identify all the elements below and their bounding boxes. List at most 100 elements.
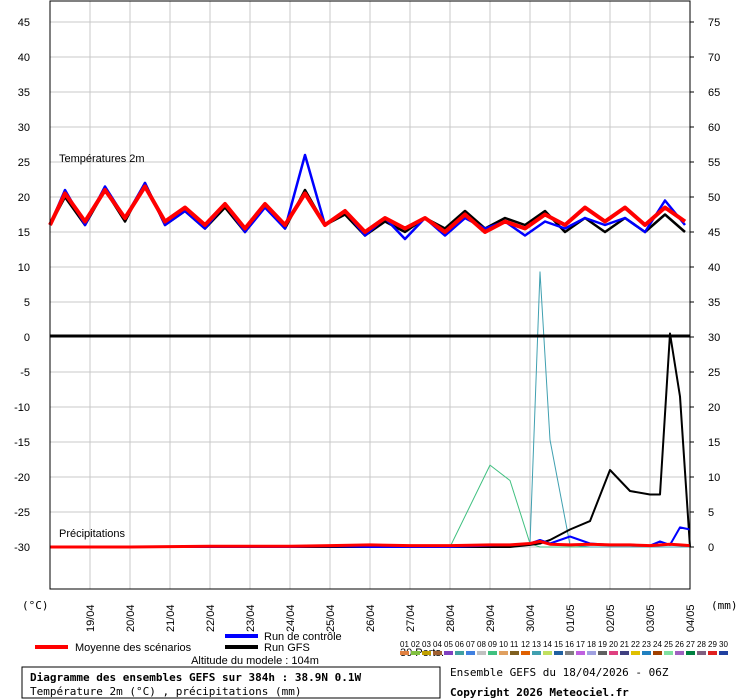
legend-swatch	[642, 651, 651, 655]
legend-label: 05	[444, 640, 453, 649]
legend-swatch	[466, 651, 475, 655]
legend-label: 12	[521, 640, 530, 649]
y2-tick-label: 40	[708, 262, 720, 274]
legend-label: 10	[499, 640, 508, 649]
legend-label: 26	[675, 640, 684, 649]
y-tick-label: 45	[18, 17, 30, 29]
legend-label: 06	[455, 640, 464, 649]
legend-swatch	[664, 651, 673, 655]
legend-swatch	[422, 651, 431, 655]
y2-tick-label: 20	[708, 402, 720, 414]
legend-swatch	[598, 651, 607, 655]
x-tick-label: 26/04	[365, 604, 377, 632]
x-tick-label: 24/04	[285, 604, 297, 632]
y2-tick-label: 50	[708, 192, 720, 204]
legend-label: 11	[510, 640, 519, 649]
legend-label: 22	[631, 640, 640, 649]
y2-tick-label: 30	[708, 332, 720, 344]
x-tick-label: 25/04	[325, 604, 337, 632]
x-tick-label: 01/05	[565, 604, 577, 632]
legend-label: 21	[620, 640, 629, 649]
y-tick-label: 5	[24, 297, 30, 309]
y-tick-label: -5	[20, 367, 30, 379]
legend-swatch	[411, 651, 420, 655]
x-tick-label: 28/04	[445, 604, 457, 632]
legend-label: 18	[587, 640, 596, 649]
y-tick-label: 40	[18, 52, 30, 64]
legend-swatch	[532, 651, 541, 655]
legend-label: 29	[708, 640, 717, 649]
y2-tick-label: 0	[708, 542, 714, 554]
y-tick-label: 35	[18, 87, 30, 99]
y2-tick-label: 55	[708, 157, 720, 169]
y2-tick-label: 10	[708, 472, 720, 484]
y2-tick-label: 75	[708, 17, 720, 29]
y2-tick-label: 60	[708, 122, 720, 134]
y-tick-label: 10	[18, 262, 30, 274]
y2-axis-label: (mm)	[711, 599, 738, 612]
legend-swatch	[400, 651, 409, 655]
legend-swatch	[686, 651, 695, 655]
legend-label: 27	[686, 640, 695, 649]
legend-label: Moyenne des scénarios	[75, 642, 192, 654]
y2-tick-label: 45	[708, 227, 720, 239]
series-line	[48, 184, 687, 234]
x-tick-label: 03/05	[645, 604, 657, 632]
legend-label: 07	[466, 640, 475, 649]
legend-label: 03	[422, 640, 431, 649]
y-tick-label: 25	[18, 157, 30, 169]
legend-swatch	[521, 651, 530, 655]
panel-title: Précipitations	[59, 528, 126, 540]
x-tick-label: 20/04	[125, 604, 137, 632]
y-tick-label: -25	[14, 507, 30, 519]
legend-label: 25	[664, 640, 673, 649]
legend-swatch	[719, 651, 728, 655]
y2-tick-label: 70	[708, 52, 720, 64]
legend-label: 08	[477, 640, 486, 649]
x-tick-label: 02/05	[605, 604, 617, 632]
legend-swatch	[587, 651, 596, 655]
y-tick-label: 0	[24, 332, 30, 344]
legend-swatch	[499, 651, 508, 655]
x-tick-label: 30/04	[525, 604, 537, 632]
legend-swatch	[543, 651, 552, 655]
legend-label: 23	[642, 640, 651, 649]
legend-swatch	[433, 651, 442, 655]
legend-swatch	[477, 651, 486, 655]
y2-tick-label: 25	[708, 367, 720, 379]
x-tick-label: 29/04	[485, 604, 497, 632]
legend-label: 20	[609, 640, 618, 649]
panel-title: Températures 2m	[59, 153, 145, 165]
y-tick-label: 15	[18, 227, 30, 239]
legend-swatch	[554, 651, 563, 655]
y-tick-label: -30	[14, 542, 30, 554]
legend-label: Run de contrôle	[264, 631, 342, 643]
x-tick-label: 19/04	[85, 604, 97, 632]
legend-label: 19	[598, 640, 607, 649]
footer-title: Diagramme des ensembles GEFS sur 384h : …	[30, 671, 362, 684]
legend-swatch	[697, 651, 706, 655]
y-tick-label: 20	[18, 192, 30, 204]
y2-tick-label: 5	[708, 507, 714, 519]
x-tick-label: 22/04	[205, 604, 217, 632]
altitude: Altitude du modele : 104m	[191, 655, 319, 667]
x-tick-label: 04/05	[685, 604, 697, 632]
legend-label: 24	[653, 640, 662, 649]
footer-copyright: Copyright 2026 Meteociel.fr	[450, 686, 629, 699]
legend-label: 01	[400, 640, 409, 649]
legend-swatch	[675, 651, 684, 655]
legend-swatch	[631, 651, 640, 655]
legend-label: 30	[719, 640, 728, 649]
y-tick-label: -20	[14, 472, 30, 484]
legend-swatch	[455, 651, 464, 655]
legend-swatch	[488, 651, 497, 655]
legend-swatch	[444, 651, 453, 655]
y2-tick-label: 15	[708, 437, 720, 449]
legend-label: Run GFS	[264, 642, 310, 654]
footer-box	[21, 666, 441, 699]
marks	[48, 153, 691, 549]
y-tick-label: -10	[14, 402, 30, 414]
legend-label: 04	[433, 640, 442, 649]
